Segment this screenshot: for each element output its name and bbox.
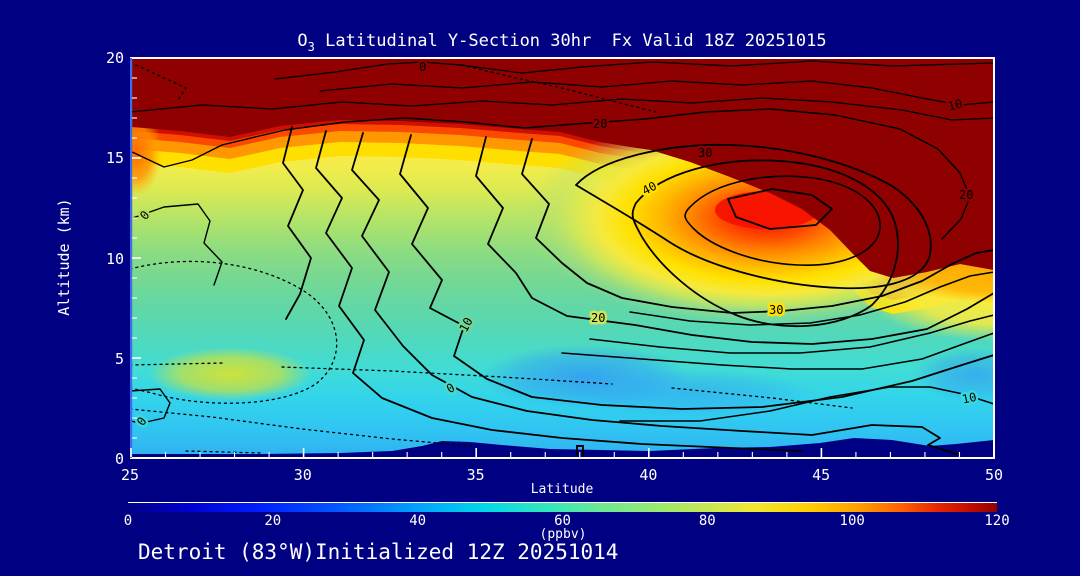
axes-box — [130, 57, 995, 459]
title-text: Latitudinal Y-Section 30hr Fx Valid 18Z … — [314, 31, 827, 51]
dark-red-region — [130, 57, 995, 278]
y-tick-label-10: 10 — [105, 250, 124, 268]
contour-lines — [130, 60, 995, 455]
plot-title: O3 Latitudinal Y-Section 30hr Fx Valid 1… — [297, 31, 826, 54]
x-tick-label-25: 25 — [120, 466, 140, 484]
contour-label: 30 — [769, 303, 783, 317]
y-tick-label-5: 5 — [114, 350, 124, 368]
contour-label: 0 — [419, 60, 426, 74]
colorbar-tick-120: 120 — [984, 513, 1010, 529]
contour-label: 20 — [593, 117, 607, 131]
y-tick-label-20: 20 — [105, 49, 124, 67]
x-axis-ticks — [130, 448, 995, 457]
colorbar-tick-0: 0 — [123, 513, 133, 529]
colorbar-tick-80: 80 — [698, 513, 716, 529]
contour-label: 10 — [961, 390, 978, 407]
contour-label: 20 — [959, 188, 973, 202]
colorbar — [128, 502, 997, 512]
colorbar-tick-20: 20 — [264, 513, 282, 529]
contour-plot-canvas: 0 10 20 20 30 40 30 20 10 0 10 0 0 — [130, 57, 995, 459]
y-tick-label-15: 15 — [105, 149, 124, 167]
contour-label: 10 — [947, 96, 964, 113]
station-init-caption: Detroit (83°W)Initialized 12Z 20251014 — [138, 540, 619, 564]
x-tick-label-40: 40 — [639, 466, 658, 484]
x-tick-label-45: 45 — [812, 466, 831, 484]
terrain-strip — [130, 438, 995, 459]
x-axis-title: Latitude — [530, 482, 594, 497]
title-species-subscript: 3 — [307, 40, 315, 54]
colorbar-tick-60: 60 — [554, 513, 571, 529]
x-tick-label-30: 30 — [293, 466, 312, 484]
contour-label: 30 — [698, 146, 712, 160]
x-tick-label-35: 35 — [466, 466, 485, 484]
colorbar-unit: (ppbv) — [539, 527, 587, 542]
contour-label: 20 — [591, 311, 605, 325]
y-axis-title: Altitude (km) — [55, 198, 73, 316]
filled-contour-field — [130, 57, 995, 459]
title-species: O — [297, 31, 308, 51]
station-marker — [576, 445, 584, 456]
x-tick-label-50: 50 — [984, 466, 1004, 484]
y-tick-label-0: 0 — [114, 450, 124, 468]
y-axis-ticks — [132, 57, 141, 459]
colorbar-tick-100: 100 — [839, 513, 865, 529]
colorbar-tick-40: 40 — [409, 513, 427, 529]
